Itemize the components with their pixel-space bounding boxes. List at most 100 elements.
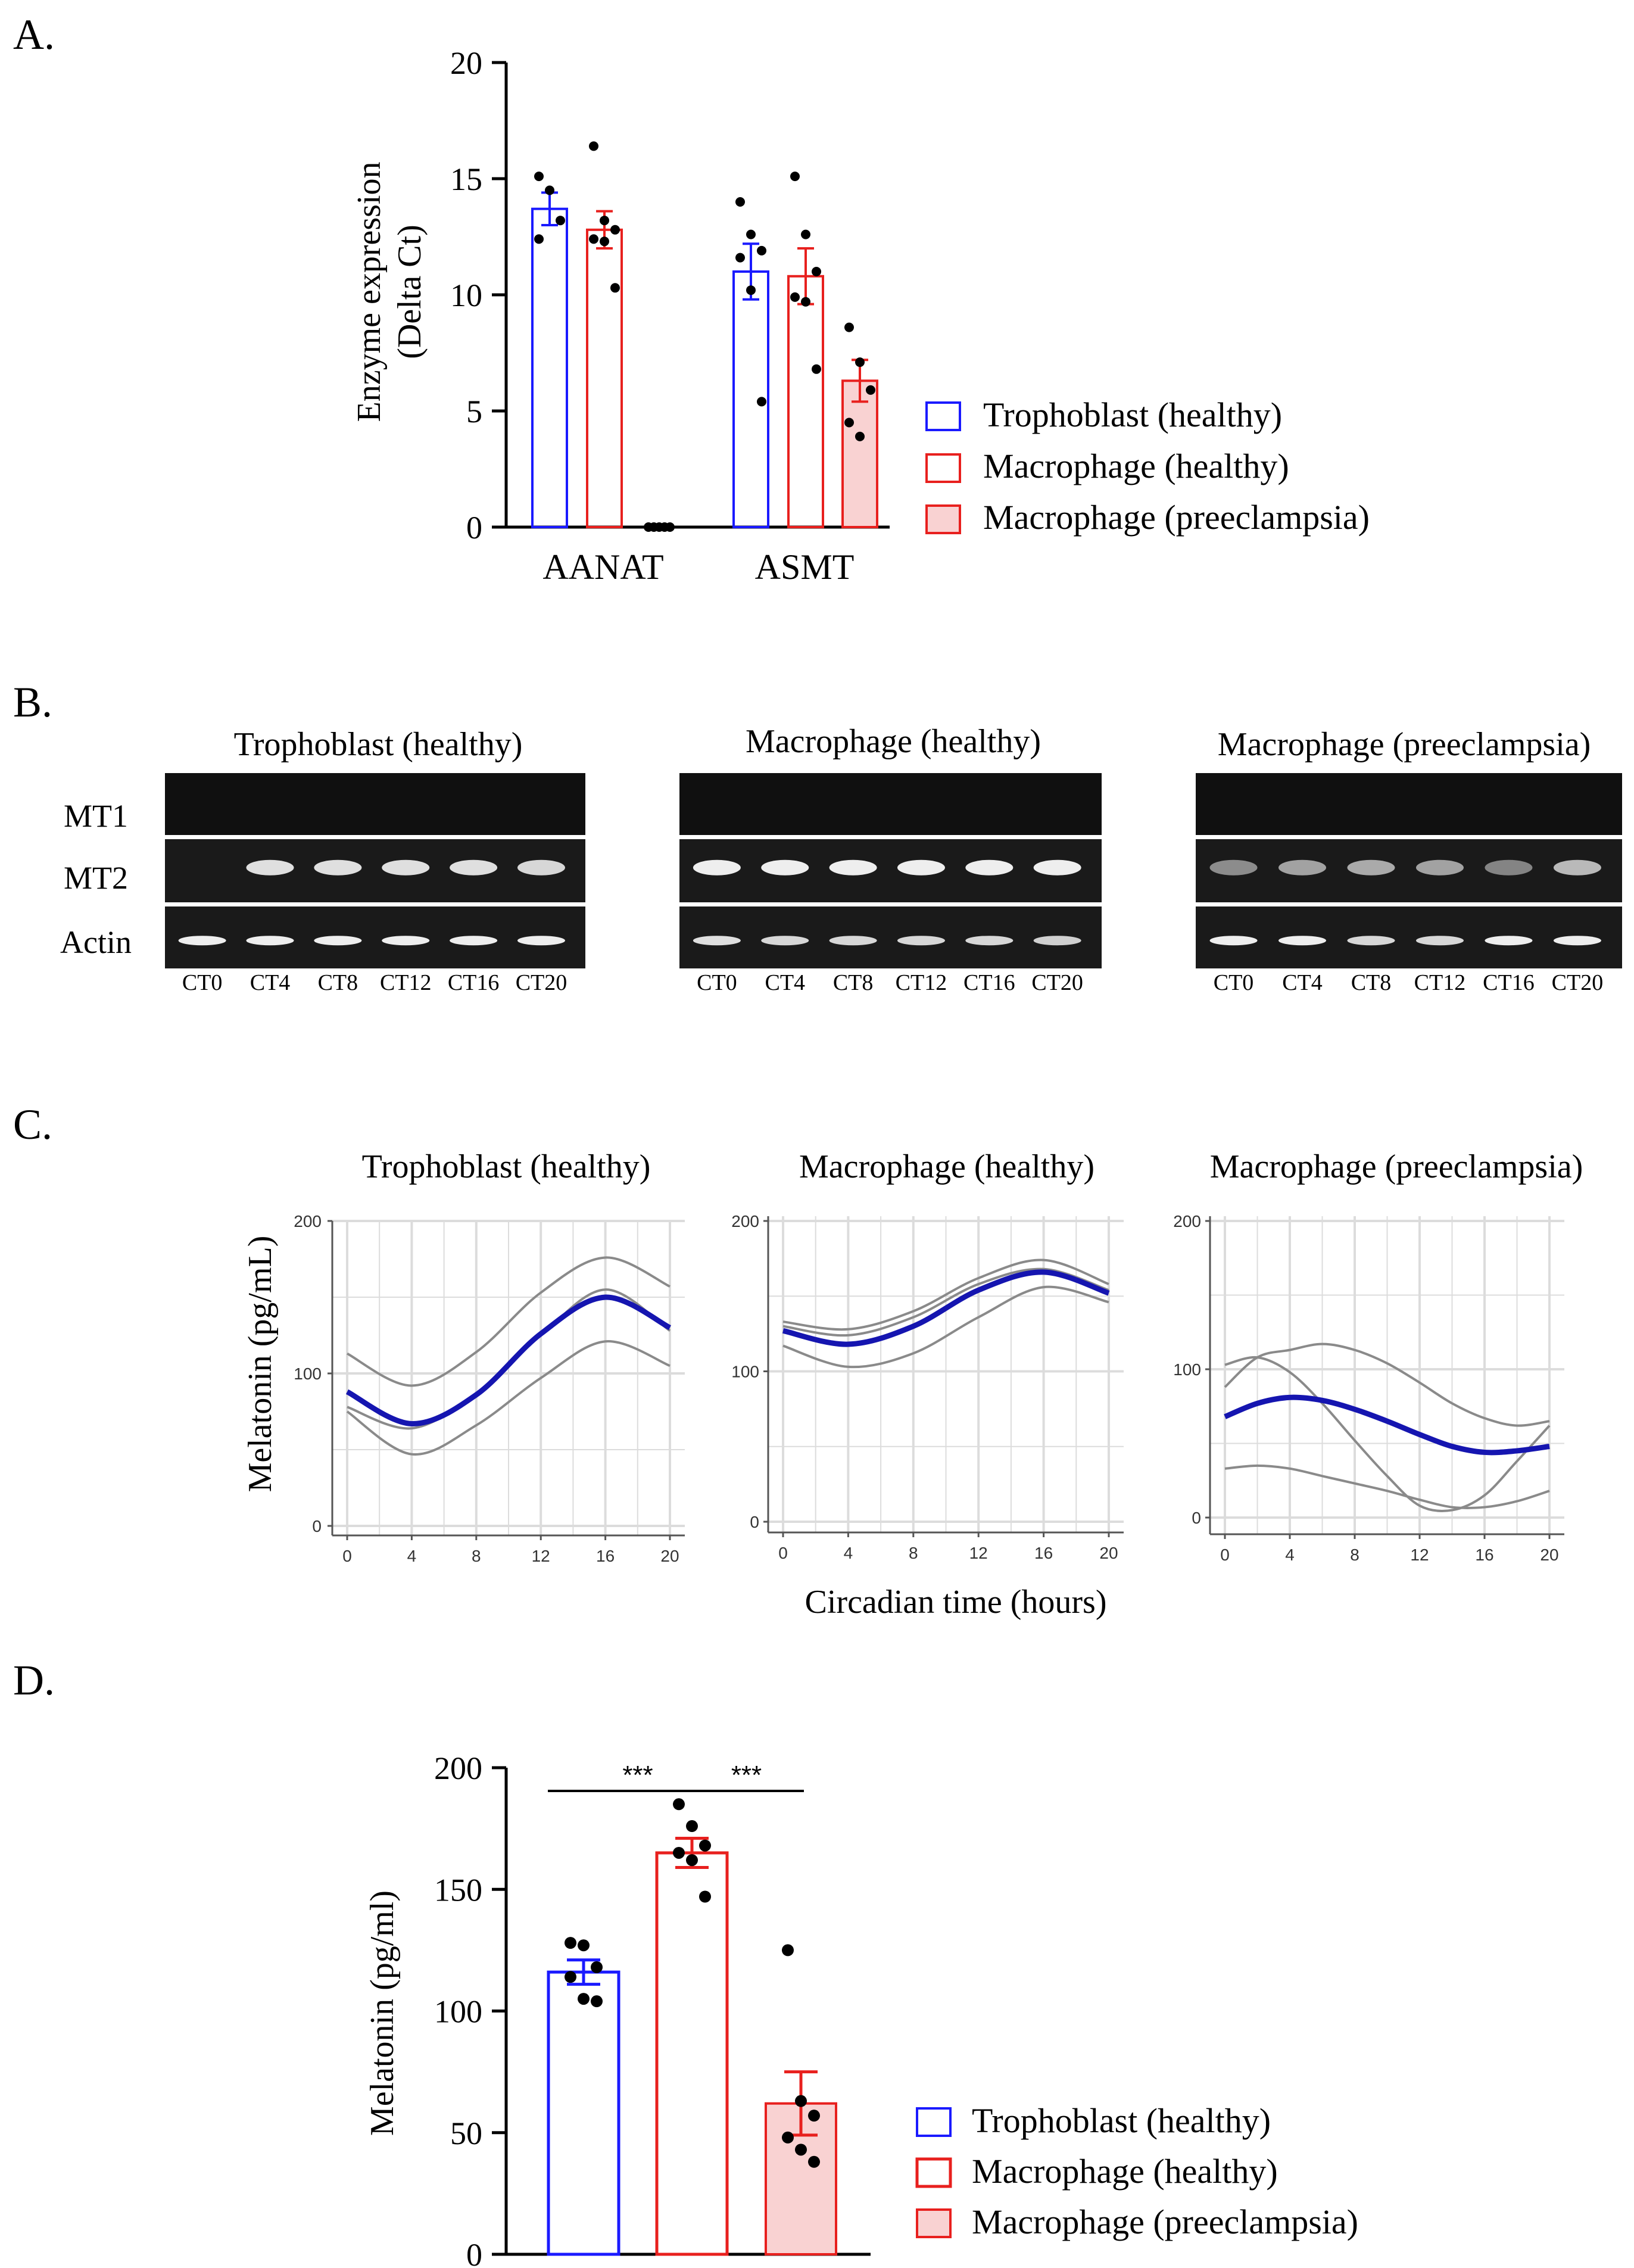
panel-a-legend-swatch-trophoblast <box>925 401 961 431</box>
panel-a-data-point <box>746 229 756 239</box>
gel-band <box>382 936 430 946</box>
gel-lane-label: CT8 <box>318 970 358 995</box>
panel-d-melatonin-bars: 0 50 100 150 200 *** *** Melatonin (pg/ml) Tr… <box>364 1750 1358 2268</box>
panel-c-y-tick-label: 100 <box>294 1364 322 1383</box>
gel-row-label-mt2: MT2 <box>64 860 128 896</box>
gel-title-trophoblast: Trophoblast (healthy) <box>234 726 523 763</box>
panel-c-y-tick-label: 200 <box>1173 1212 1201 1230</box>
panel-a-legend-swatch-macrophage <box>925 453 961 483</box>
panel-c-ci-mid-line <box>1224 1356 1551 1512</box>
panel-c-ci-upper-line <box>347 1256 671 1387</box>
panel-d-data-point <box>673 1798 685 1811</box>
gel-title-preeclampsia: Macrophage (preeclampsia) <box>1218 726 1591 763</box>
gel-lane-label: CT16 <box>448 970 500 995</box>
panel-c-melatonin-rhythm: Trophoblast (healthy) Macrophage (health… <box>242 1148 1583 1621</box>
panel-c-x-tick-label: 12 <box>532 1547 550 1565</box>
gel-band <box>178 936 226 946</box>
panel-c-x-tick-label: 4 <box>407 1547 417 1565</box>
panel-a-y-tick-label: 0 <box>466 510 482 546</box>
panel-c-x-tick-label: 20 <box>1099 1544 1118 1562</box>
panel-c-x-tick-label: 20 <box>660 1547 679 1565</box>
panel-d-data-point <box>565 1937 576 1949</box>
gel-lane-label: CT16 <box>1483 970 1535 995</box>
panel-d-legend-trophoblast: Trophoblast (healthy) <box>972 2101 1271 2140</box>
panel-c-ci-upper-line <box>1224 1342 1550 1427</box>
gel-band <box>246 936 294 946</box>
gel-band <box>965 859 1014 876</box>
panel-c-x-tick-label: 4 <box>1285 1546 1295 1564</box>
panel-a-data-point <box>746 285 756 295</box>
gel-lane-label: CT20 <box>1552 970 1604 995</box>
gel-band <box>1553 936 1601 946</box>
panel-d-data-point <box>578 1993 590 2005</box>
panel-label-d: D. <box>13 1656 55 1704</box>
gel-band <box>1553 859 1601 876</box>
panel-d-data-point <box>782 1944 794 1957</box>
panel-a-data-point <box>534 172 544 182</box>
panel-d-data-point <box>673 1846 685 1859</box>
panel-d-data-point <box>686 1820 698 1833</box>
gel-lane-label: CT8 <box>833 970 874 995</box>
gel-lane-label: CT12 <box>380 970 432 995</box>
panel-c-ci-mid-line <box>782 1267 1109 1337</box>
gel-background <box>165 906 585 968</box>
panel-a-data-point <box>545 185 554 195</box>
gel-band <box>693 859 741 876</box>
gel-band <box>517 936 565 946</box>
gel-band <box>1415 936 1464 946</box>
panel-c-x-tick-label: 8 <box>472 1547 481 1565</box>
panel-d-data-point <box>686 1854 698 1867</box>
panel-c-y-label: Melatonin (pg/mL) <box>242 1236 279 1493</box>
panel-a-y-tick-label: 10 <box>450 278 482 313</box>
gel-band <box>897 859 945 876</box>
panel-c-x-tick-label: 8 <box>909 1544 918 1562</box>
panel-c-x-tick-label: 0 <box>1220 1546 1230 1564</box>
panel-a-data-point <box>812 364 821 374</box>
panel-a-data-point <box>610 283 620 293</box>
panel-c-x-tick-label: 0 <box>778 1544 788 1562</box>
panel-c-x-tick-label: 8 <box>1350 1546 1359 1564</box>
panel-c-x-tick-label: 0 <box>342 1547 352 1565</box>
panel-a-legend-swatch-preeclampsia <box>925 504 961 534</box>
panel-a-data-point <box>589 141 598 151</box>
panel-a-data-point <box>757 397 766 407</box>
panel-a-data-point <box>790 172 800 182</box>
panel-b-gel-blots: Trophoblast (healthy) Macrophage (health… <box>60 723 1622 995</box>
panel-c-fit-line <box>782 1269 1110 1347</box>
gel-band <box>1209 936 1258 946</box>
panel-c-subplot: 0 100 200 0 4 8 12 16 20 <box>731 1212 1124 1562</box>
gel-lane-label: CT8 <box>1351 970 1392 995</box>
panel-a-y-tick-label: 5 <box>466 394 482 429</box>
panel-d-y-tick-label: 100 <box>434 1994 482 2030</box>
panel-a-bar <box>586 228 623 528</box>
panel-a-data-point <box>844 418 854 428</box>
panel-a-category-asmt: ASMT <box>755 547 855 587</box>
panel-a-data-point <box>735 197 745 207</box>
panel-c-y-tick-label: 0 <box>1192 1509 1201 1527</box>
panel-d-legend-preeclampsia: Macrophage (preeclampsia) <box>972 2202 1358 2241</box>
panel-c-ci-lower-line <box>782 1285 1109 1369</box>
panel-a-category-aanat: AANAT <box>542 547 663 587</box>
gel-lane-label: CT0 <box>697 970 737 995</box>
panel-d-data-point <box>699 1890 711 1903</box>
panel-c-x-tick-label: 12 <box>1410 1546 1429 1564</box>
gel-lane-label: CT20 <box>516 970 567 995</box>
gel-band <box>965 936 1014 946</box>
panel-d-y-tick-label: 200 <box>434 1750 482 1786</box>
panel-d-data-point <box>591 1995 603 2008</box>
gel-band <box>382 859 430 876</box>
panel-d-data-point <box>808 2110 820 2122</box>
panel-a-data-point <box>600 236 609 247</box>
gel-band <box>1033 936 1081 946</box>
panel-a-y-tick-label: 20 <box>450 45 482 81</box>
gel-band <box>1485 936 1533 946</box>
panel-a-data-point <box>866 385 875 395</box>
gel-lane-label: CT4 <box>765 970 805 995</box>
panel-c-x-tick-label: 4 <box>844 1544 853 1562</box>
panel-d-y-tick-label: 150 <box>434 1872 482 1908</box>
panel-a-y-tick-label: 15 <box>450 161 482 197</box>
panel-d-bar <box>655 1851 729 2256</box>
panel-d-significance-label: *** <box>731 1761 762 1790</box>
panel-a-bar <box>787 275 824 528</box>
